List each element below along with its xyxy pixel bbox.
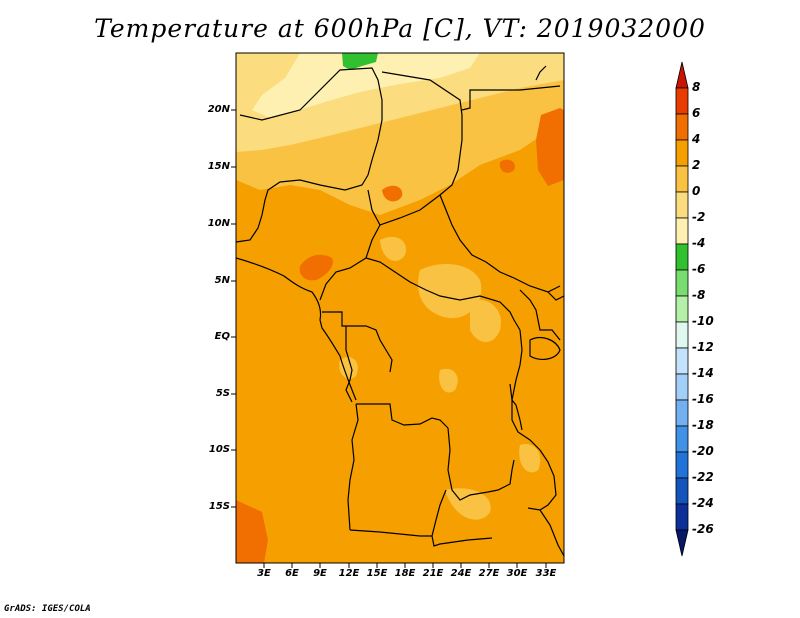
lat-label: 10S: [208, 444, 230, 455]
field-4-to-6-spot: [382, 185, 403, 202]
border: [439, 194, 561, 293]
lon-label: 27E: [478, 568, 500, 579]
colorbar-swatch: [675, 295, 689, 323]
colorbar-swatch: [675, 139, 689, 167]
lat-label: 5S: [215, 388, 230, 399]
colorbar-label: 8: [692, 80, 701, 94]
field-0-to-2-patch: [470, 299, 501, 342]
colorbar-label: -4: [692, 236, 706, 250]
colorbar-swatch: [675, 373, 689, 401]
colorbar-swatch: [675, 191, 689, 219]
lon-label: 33E: [535, 568, 557, 579]
lat-ticks: [231, 109, 236, 508]
colorbar-label: -22: [692, 470, 714, 484]
border: [345, 326, 353, 403]
colorbar-label: -8: [692, 288, 706, 302]
field-4-to-6-sw-corner: [236, 500, 268, 563]
lon-label: 3E: [257, 568, 271, 579]
colorbar-label: -26: [692, 522, 714, 536]
lon-label: 15E: [366, 568, 388, 579]
colorbar-label: -18: [692, 418, 714, 432]
border: [322, 311, 393, 373]
great-lakes: [509, 383, 523, 431]
colorbar-swatch: [675, 113, 689, 141]
colorbar-label: -24: [692, 496, 714, 510]
border: [461, 85, 561, 111]
colorbar-swatch: [675, 321, 689, 349]
lon-label: 12E: [338, 568, 360, 579]
great-lakes: [529, 337, 561, 360]
temperature-field: [236, 53, 564, 563]
colorbar-swatch: [675, 347, 689, 375]
lat-label: 10N: [207, 218, 230, 229]
field-4-to-6-spot: [499, 159, 515, 173]
chart-title: Temperature at 600hPa [C], VT: 201903200…: [94, 14, 706, 43]
colorbar-swatch: [675, 165, 689, 193]
colorbar-label: -12: [692, 340, 714, 354]
coast-east: [535, 65, 547, 81]
border: [319, 224, 381, 301]
colorbar-label: -16: [692, 392, 714, 406]
field-0-to-2-patch: [519, 444, 541, 473]
border: [547, 291, 564, 301]
lon-label: 9E: [313, 568, 327, 579]
colorbar-label: -20: [692, 444, 714, 458]
colorbar-label: -2: [692, 210, 706, 224]
lat-label: 15N: [207, 161, 230, 172]
colorbar-swatch: [675, 87, 689, 115]
colorbar-swatch: [675, 61, 689, 89]
field-neg6-to-neg4: [342, 53, 378, 70]
lon-label: 6E: [285, 568, 299, 579]
boundaries: [236, 65, 564, 557]
lon-label: 18E: [394, 568, 416, 579]
colorbar-swatch: [675, 269, 689, 297]
colorbar-swatch: [675, 399, 689, 427]
field-0-to-2-patch: [339, 357, 358, 379]
map-frame: [235, 52, 565, 564]
colorbar-swatch: [675, 529, 689, 557]
border: [365, 257, 521, 331]
colorbar-label: 6: [692, 106, 701, 120]
colorbar-swatch: [675, 217, 689, 245]
colorbar-label: 0: [692, 184, 701, 198]
border: [356, 403, 449, 429]
colorbar-label: 4: [692, 132, 701, 146]
colorbar-swatch: [675, 503, 689, 531]
colorbar-swatch: [675, 477, 689, 505]
west-africa-coastline: [236, 257, 357, 401]
lon-ticks: [263, 563, 547, 568]
lat-label: 15S: [208, 501, 230, 512]
colorbar-label: -10: [692, 314, 714, 328]
colorbar-label: 2: [692, 158, 701, 172]
colorbar-swatch: [675, 243, 689, 271]
field-4-to-6-cameroon: [299, 254, 333, 281]
field-0-to-2-patch: [380, 236, 406, 261]
border: [236, 174, 369, 243]
lat-label: 20N: [207, 104, 230, 115]
colorbar-label: -14: [692, 366, 714, 380]
lat-label: EQ: [214, 331, 230, 342]
border: [347, 403, 359, 531]
border: [539, 509, 564, 557]
credit-text: GrADS: IGES/COLA: [4, 604, 91, 614]
colorbar-label: -6: [692, 262, 706, 276]
lon-label: 24E: [450, 568, 472, 579]
colorbar: [675, 61, 689, 557]
border: [447, 427, 515, 501]
field-0-to-2-patch: [418, 264, 482, 319]
field-4-to-6-sudan: [536, 108, 564, 186]
field-0-to-2-patch: [439, 368, 458, 393]
lon-label: 21E: [422, 568, 444, 579]
border: [239, 67, 383, 176]
border: [519, 289, 561, 341]
lat-label: 5N: [214, 275, 230, 286]
lon-label: 30E: [506, 568, 528, 579]
border: [431, 489, 447, 537]
colorbar-swatch: [675, 451, 689, 479]
colorbar-swatch: [675, 425, 689, 453]
